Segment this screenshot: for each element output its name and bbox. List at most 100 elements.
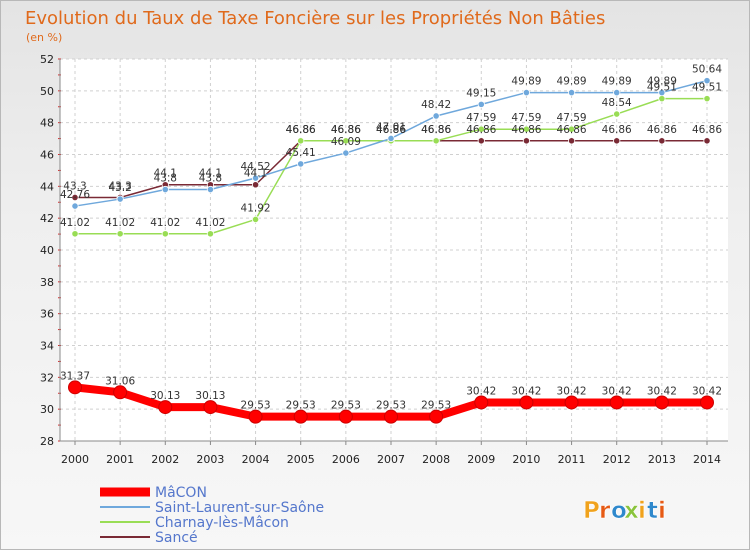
series-point-1 (116, 195, 124, 203)
series-point-1 (658, 88, 666, 97)
series-point-1 (432, 112, 440, 120)
data-label: 46.86 (376, 124, 406, 136)
x-tick-label: 2012 (603, 453, 631, 466)
series-point-0 (609, 395, 624, 410)
x-tick-label: 2011 (558, 453, 586, 466)
logo-letter: x (624, 498, 639, 524)
data-label: 49.89 (557, 76, 587, 88)
data-label: 41.02 (195, 217, 225, 229)
data-label: 46.86 (647, 124, 677, 136)
series-point-1 (342, 149, 350, 157)
series-point-1 (567, 88, 576, 97)
data-label: 30.42 (692, 385, 722, 397)
logo-letter: t (647, 498, 658, 524)
y-tick-label: 28 (40, 435, 54, 448)
y-tick-label: 32 (40, 371, 54, 384)
axes: 28 30 32 34 36 38 40 42 44 46 48 50 52 2000 2001 2002 20… (40, 53, 728, 466)
data-label: 49.89 (511, 76, 541, 88)
y-tick-label: 46 (40, 149, 54, 162)
data-label: 46.86 (692, 124, 722, 136)
legend-label: Sancé (155, 530, 198, 546)
y-tick-label: 44 (40, 180, 54, 193)
y-tick-label: 30 (40, 403, 54, 416)
data-label: 44.52 (241, 161, 271, 173)
data-label: 45.41 (286, 147, 316, 159)
data-label: 31.37 (60, 370, 90, 382)
series-point-0 (293, 409, 308, 424)
series-point-3 (613, 137, 621, 145)
series-point-1 (387, 134, 395, 143)
y-tick-label: 38 (40, 276, 54, 289)
y-tick-label: 42 (40, 212, 54, 225)
data-label: 29.53 (286, 400, 316, 412)
series-point-0 (113, 385, 128, 400)
logo-letter: i (638, 498, 646, 524)
data-label: 46.86 (421, 124, 451, 136)
data-labels: 31.37 31.06 30.13 30.13 29.53 29.53 29.53 29.53… (60, 64, 722, 412)
series-point-2 (658, 95, 666, 103)
data-label: 46.86 (421, 124, 451, 136)
data-label: 30.13 (195, 390, 225, 402)
x-tick-label: 2014 (693, 453, 721, 466)
data-label: 30.42 (647, 385, 677, 397)
data-label: 44.1 (199, 168, 222, 180)
data-label: 41.02 (150, 217, 180, 229)
plot-area (60, 59, 728, 441)
series-point-1 (297, 160, 305, 168)
chart-title: Evolution du Taux de Taxe Foncière sur l… (25, 8, 605, 29)
series-point-0 (338, 409, 353, 424)
series-point-0 (384, 409, 398, 424)
series-point-0 (519, 395, 534, 410)
data-label: 46.86 (602, 124, 632, 136)
series-point-2 (251, 215, 260, 224)
legend: MâCONSaint-Laurent-sur-SaôneCharnay-lès-… (100, 485, 324, 546)
series-point-2 (342, 137, 350, 145)
x-tick-label: 2000 (61, 453, 89, 466)
series-point-3 (477, 137, 485, 145)
data-label: 41.92 (241, 202, 271, 214)
y-tick-label: 50 (40, 85, 54, 98)
data-label: 43.8 (199, 173, 222, 185)
logo-letter: o (611, 498, 627, 524)
series-point-2 (567, 125, 576, 133)
series-point-2 (161, 230, 169, 238)
x-tick-label: 2010 (512, 453, 540, 466)
data-label: 43.3 (108, 180, 131, 192)
x-tick-label: 2001 (106, 453, 134, 466)
data-label: 47.01 (376, 121, 406, 133)
series-point-0 (203, 400, 218, 415)
series-point-2 (297, 137, 305, 145)
series-point-1 (71, 202, 79, 210)
data-label: 30.42 (602, 385, 632, 397)
series-point-0 (68, 380, 82, 395)
data-label: 49.51 (647, 82, 677, 94)
data-label: 43.2 (108, 182, 131, 194)
data-label: 29.53 (421, 400, 451, 412)
data-label: 44.1 (244, 168, 267, 180)
series-point-1 (703, 77, 711, 85)
legend-label: Charnay-lès-Mâcon (155, 515, 289, 531)
x-tick-label: 2008 (422, 453, 450, 466)
series-point-1 (613, 88, 621, 97)
series-point-1 (477, 100, 485, 108)
series-point-2 (116, 230, 124, 238)
series-point-2 (206, 230, 215, 238)
series (68, 77, 714, 424)
series-point-0 (474, 395, 489, 410)
legend-label: MâCON (155, 485, 207, 501)
x-tick-label: 2007 (377, 453, 405, 466)
logo-letter: r (599, 498, 611, 524)
data-label: 47.59 (511, 112, 541, 124)
series-point-2 (703, 95, 711, 103)
series-point-2 (71, 230, 79, 238)
data-label: 30.42 (466, 385, 496, 397)
chart-subtitle: (en %) (26, 31, 62, 44)
x-tick-label: 2003 (196, 453, 224, 466)
series-point-0 (158, 400, 173, 415)
data-label: 46.86 (331, 124, 361, 136)
series-point-0 (700, 395, 714, 410)
series-point-0 (564, 395, 579, 410)
series-point-2 (477, 125, 485, 133)
